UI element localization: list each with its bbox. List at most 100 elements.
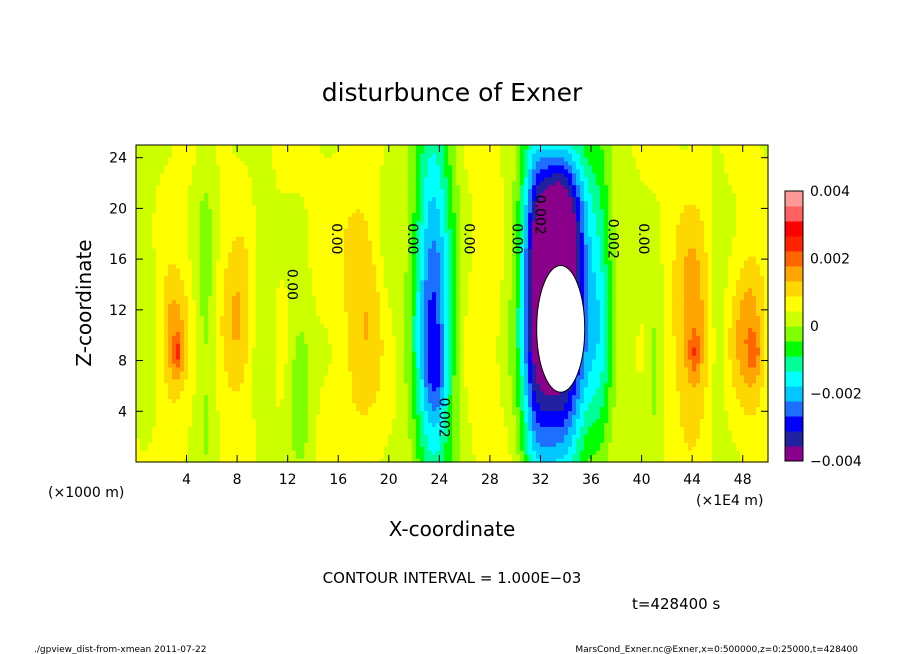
heatmap-cell — [180, 283, 185, 289]
heatmap-cell — [284, 347, 289, 352]
heatmap-cell — [328, 255, 333, 261]
heatmap-cell — [292, 176, 297, 182]
heatmap-cell — [340, 251, 345, 257]
heatmap-cell — [276, 200, 281, 206]
heatmap-cell — [164, 184, 169, 190]
heatmap-cell — [352, 343, 357, 348]
heatmap-cell — [368, 402, 373, 408]
heatmap-cell — [144, 386, 149, 392]
heatmap-cell — [240, 152, 245, 158]
heatmap-cell — [204, 244, 209, 249]
heatmap-cell — [276, 156, 281, 162]
heatmap-cell — [304, 287, 309, 293]
heatmap-cell — [380, 164, 385, 170]
heatmap-cell — [308, 228, 313, 233]
heatmap-cell — [136, 188, 141, 194]
heatmap-cell — [204, 251, 209, 257]
heatmap-cell — [344, 263, 349, 269]
heatmap-cell — [240, 386, 245, 392]
heatmap-cell — [340, 184, 345, 190]
heatmap-cell — [312, 224, 317, 229]
heatmap-cell — [324, 271, 329, 277]
heatmap-cell — [368, 382, 373, 388]
heatmap-cell — [232, 450, 237, 455]
heatmap-cell — [212, 156, 217, 162]
heatmap-cell — [380, 351, 385, 356]
heatmap-cell — [208, 168, 213, 174]
heatmap-cell — [288, 224, 293, 229]
heatmap-cell — [188, 156, 193, 162]
heatmap-cell — [232, 307, 237, 313]
heatmap-cell — [336, 366, 341, 372]
heatmap-cell — [336, 216, 341, 221]
heatmap-cell — [320, 442, 325, 447]
heatmap-cell — [196, 212, 201, 217]
heatmap-cell — [148, 145, 153, 150]
heatmap-cell — [176, 291, 181, 297]
heatmap-cell — [296, 176, 301, 182]
heatmap-cell — [228, 295, 233, 301]
heatmap-cell — [168, 275, 173, 281]
heatmap-cell — [212, 251, 217, 257]
heatmap-cell — [208, 248, 213, 253]
heatmap-cell — [204, 434, 209, 439]
heatmap-cell — [144, 347, 149, 352]
heatmap-cell — [252, 422, 257, 427]
heatmap-cell — [280, 291, 285, 297]
heatmap-cell — [320, 315, 325, 320]
heatmap-cell — [220, 160, 225, 166]
heatmap-cell — [276, 259, 281, 265]
heatmap-cell — [308, 251, 313, 257]
heatmap-cell — [172, 145, 177, 150]
heatmap-cell — [168, 442, 173, 447]
heatmap-cell — [220, 374, 225, 380]
heatmap-cell — [296, 172, 301, 178]
heatmap-cell — [160, 418, 165, 423]
heatmap-cell — [284, 458, 289, 463]
heatmap-cell — [292, 255, 297, 261]
heatmap-cell — [156, 152, 161, 158]
heatmap-cell — [364, 370, 369, 376]
heatmap-cell — [300, 224, 305, 229]
heatmap-cell — [224, 390, 229, 396]
heatmap-cell — [184, 339, 189, 344]
heatmap-cell — [364, 295, 369, 301]
heatmap-cell — [232, 160, 237, 166]
heatmap-cell — [292, 454, 297, 459]
heatmap-cell — [276, 216, 281, 221]
heatmap-cell — [248, 188, 253, 194]
heatmap-cell — [252, 390, 257, 396]
heatmap-cell — [256, 216, 261, 221]
heatmap-cell — [200, 319, 205, 324]
heatmap-cell — [316, 311, 321, 316]
heatmap-cell — [152, 406, 157, 412]
heatmap-cell — [292, 430, 297, 435]
heatmap-cell — [304, 204, 309, 209]
heatmap-cell — [280, 192, 285, 198]
heatmap-cell — [296, 145, 301, 150]
heatmap-cell — [328, 454, 333, 459]
heatmap-cell — [264, 164, 269, 170]
heatmap-cell — [272, 378, 277, 384]
heatmap-cell — [276, 394, 281, 400]
heatmap-cell — [232, 434, 237, 439]
heatmap-cell — [140, 319, 145, 324]
heatmap-cell — [340, 224, 345, 229]
heatmap-cell — [356, 204, 361, 209]
heatmap-cell — [344, 410, 349, 416]
heatmap-cell — [192, 259, 197, 265]
heatmap-cell — [308, 148, 313, 154]
heatmap-cell — [232, 454, 237, 459]
heatmap-cell — [216, 335, 221, 340]
heatmap-cell — [224, 251, 229, 257]
heatmap-cell — [316, 299, 321, 305]
heatmap-cell — [368, 355, 373, 360]
heatmap-cell — [364, 406, 369, 412]
heatmap-cell — [204, 180, 209, 186]
heatmap-cell — [272, 366, 277, 372]
heatmap-cell — [208, 279, 213, 285]
heatmap-cell — [324, 251, 329, 257]
heatmap-cell — [208, 216, 213, 221]
heatmap-cell — [148, 160, 153, 166]
heatmap-cell — [304, 434, 309, 439]
